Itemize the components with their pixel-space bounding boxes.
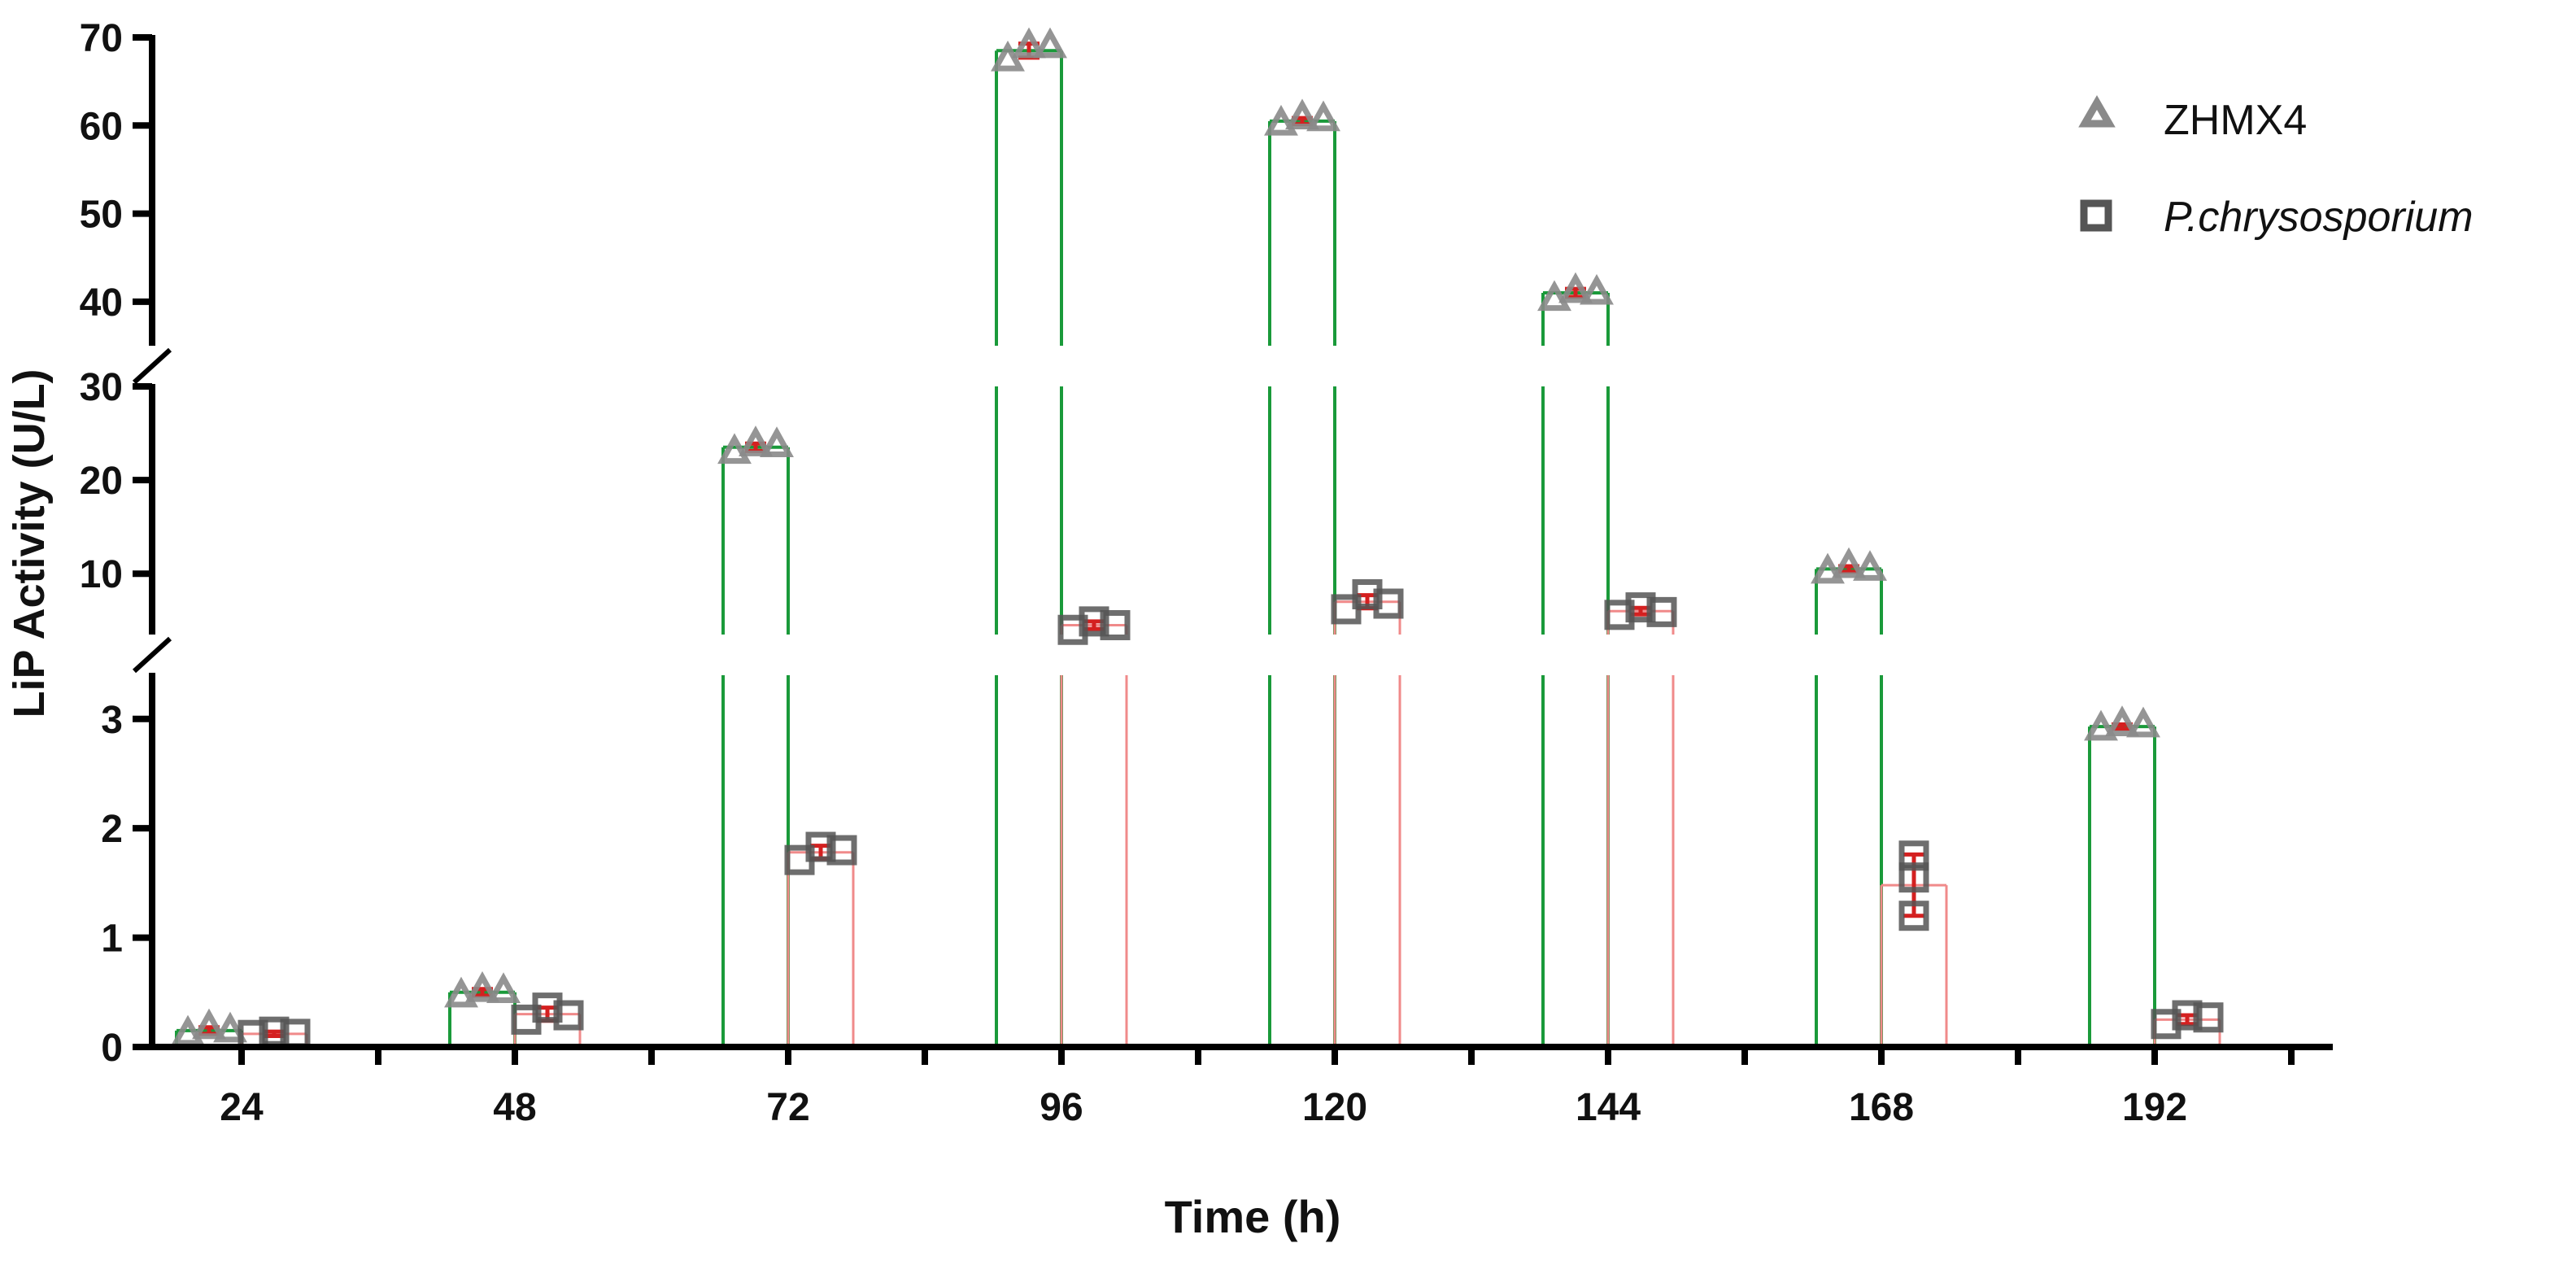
replicate-point-triangle bbox=[2084, 709, 2118, 741]
replicate-point-triangle bbox=[2126, 706, 2160, 738]
replicate-point-square bbox=[826, 835, 857, 866]
y-tick-label: 50 bbox=[80, 194, 123, 237]
error-bars-layer bbox=[198, 41, 2198, 1039]
y-tick-label: 60 bbox=[80, 105, 123, 148]
replicate-point-square bbox=[2172, 1000, 2203, 1031]
replicate-point-square bbox=[1100, 609, 1131, 640]
replicate-point-triangle bbox=[717, 433, 752, 465]
replicate-point-square bbox=[1898, 901, 1929, 931]
x-tick-label: 72 bbox=[766, 1086, 809, 1129]
axes-layer: 0 1 2 3 10 20 30 40 50 60 70 24 48 72 96 120 144 168 192 bbox=[80, 17, 2333, 1129]
x-tick-label: 120 bbox=[1302, 1086, 1367, 1129]
replicate-point-square bbox=[1057, 614, 1088, 645]
x-tick-label: 48 bbox=[493, 1086, 536, 1129]
replicate-point-triangle bbox=[444, 976, 478, 1008]
x-tick-label: 24 bbox=[220, 1086, 264, 1129]
x-tick-label: 192 bbox=[2122, 1086, 2187, 1129]
replicate-point-square bbox=[2151, 1009, 2182, 1040]
replicate-point-triangle bbox=[171, 1014, 205, 1046]
replicate-point-square bbox=[1373, 588, 1404, 619]
x-tick-label: 96 bbox=[1040, 1086, 1083, 1129]
y-tick-label: 40 bbox=[80, 281, 123, 325]
y-axis-title: LiP Activity (U/L) bbox=[5, 369, 54, 718]
replicate-point-triangle bbox=[1811, 552, 1845, 584]
replicate-point-triangle bbox=[486, 972, 521, 1003]
x-tick-label: 144 bbox=[1576, 1086, 1641, 1129]
axis-break-mark bbox=[132, 636, 172, 674]
y-tick-label: 0 bbox=[101, 1027, 123, 1070]
replicate-point-square bbox=[553, 1000, 584, 1031]
replicate-point-triangle bbox=[739, 425, 773, 456]
x-axis-title: Time (h) bbox=[1165, 1191, 1341, 1242]
y-tick-label: 1 bbox=[101, 918, 123, 961]
replicate-point-square bbox=[805, 831, 836, 862]
y-tick-label: 10 bbox=[80, 553, 123, 596]
replicate-point-square bbox=[2193, 1002, 2224, 1033]
y-tick-label: 30 bbox=[80, 366, 123, 409]
replicate-point-triangle bbox=[1033, 27, 1067, 59]
legend-square-marker bbox=[2080, 199, 2112, 232]
y-tick-label: 2 bbox=[101, 808, 123, 851]
replicate-point-triangle bbox=[1285, 98, 1319, 130]
replicate-point-triangle bbox=[760, 426, 794, 458]
replicate-point-square bbox=[1604, 600, 1635, 630]
y-tick-label: 20 bbox=[80, 460, 123, 503]
legend-label-zhmx4: ZHMX4 bbox=[2164, 97, 2307, 144]
replicate-point-triangle bbox=[213, 1011, 247, 1043]
legend-label-pchrysosporium: P.chrysosporium bbox=[2164, 194, 2474, 241]
replicate-point-square bbox=[1625, 592, 1656, 623]
replicate-point-triangle bbox=[1306, 100, 1340, 132]
y-tick-label: 3 bbox=[101, 699, 123, 742]
replicate-point-triangle bbox=[192, 1008, 226, 1040]
bars-layer bbox=[175, 49, 2221, 1047]
replicate-point-triangle bbox=[1853, 550, 1887, 581]
replicate-point-square bbox=[1646, 596, 1677, 627]
replicate-point-triangle bbox=[2105, 705, 2139, 736]
y-tick-label: 70 bbox=[80, 17, 123, 60]
replicate-point-triangle bbox=[1537, 280, 1571, 312]
replicate-point-triangle bbox=[465, 971, 499, 1002]
replicate-point-triangle bbox=[1264, 104, 1298, 136]
replicate-point-square bbox=[1898, 840, 1929, 871]
replicate-point-square bbox=[532, 992, 563, 1023]
legend: ZHMX4 P.chrysosporium bbox=[2078, 94, 2474, 241]
axis-break-mark bbox=[132, 347, 172, 385]
replicate-point-triangle bbox=[1832, 547, 1866, 578]
replicate-point-square bbox=[1079, 606, 1109, 637]
x-tick-label: 168 bbox=[1849, 1086, 1914, 1129]
points-layer bbox=[171, 27, 2224, 1050]
replicate-point-triangle bbox=[1580, 273, 1614, 305]
replicate-point-triangle bbox=[1012, 27, 1046, 59]
replicate-point-triangle bbox=[1558, 272, 1593, 303]
legend-triangle-marker bbox=[2078, 94, 2116, 128]
